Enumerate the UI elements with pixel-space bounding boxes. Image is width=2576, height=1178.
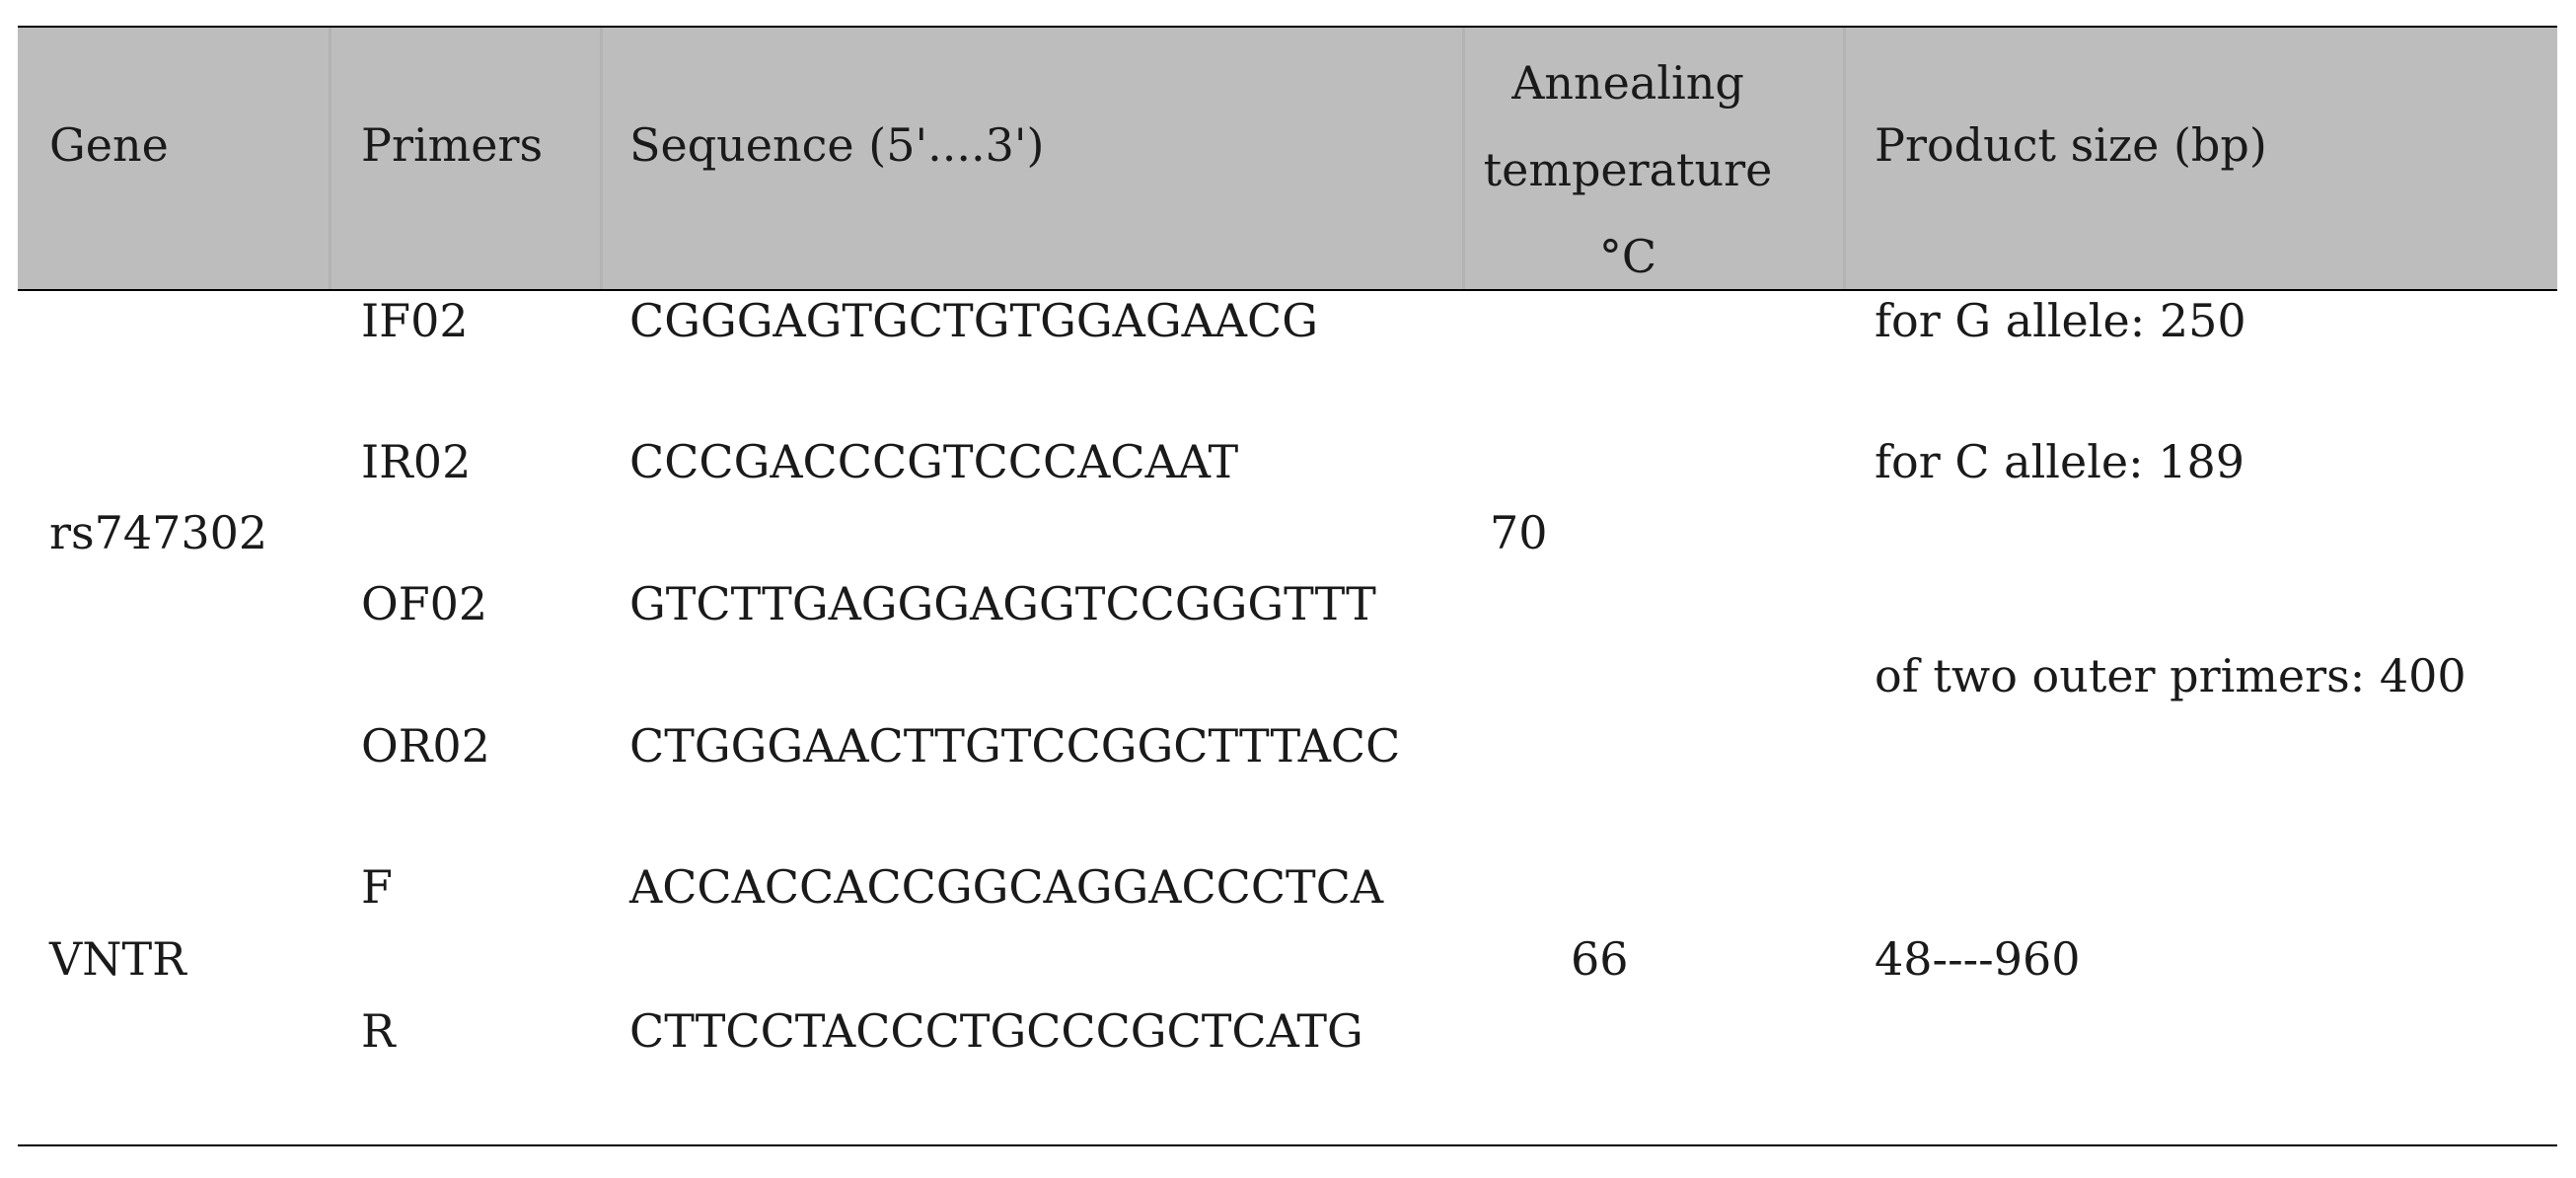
primer-table: Gene Primers Sequence (5'....3') Anneali… xyxy=(18,26,2557,1148)
primer-sequence: CCCGACCCGTCCCACAAT xyxy=(629,435,1239,488)
header-annealing-line: Annealing xyxy=(1511,56,1744,110)
table-header-row xyxy=(18,28,2557,289)
product-size: 48----960 xyxy=(1875,932,2081,986)
header-column-separator xyxy=(600,28,603,289)
gene-name: VNTR xyxy=(49,932,186,986)
primer-sequence: CTGGGAACTTGTCCGGCTTTACC xyxy=(629,719,1401,773)
primer-name: F xyxy=(361,860,393,914)
primer-name: IF02 xyxy=(361,294,469,347)
table-top-rule xyxy=(18,26,2557,28)
header-column-separator xyxy=(1843,28,1846,289)
primer-name: OF02 xyxy=(361,577,488,630)
table-bottom-rule xyxy=(18,1144,2557,1146)
header-sequence: Sequence (5'....3') xyxy=(629,118,1045,172)
header-annealing-line: °C xyxy=(1598,230,1657,283)
annealing-temperature: 66 xyxy=(1571,932,1629,986)
gene-name: rs747302 xyxy=(49,506,268,559)
header-column-separator xyxy=(1462,28,1465,289)
primer-sequence: GTCTTGAGGGAGGTCCGGGTTT xyxy=(629,577,1376,630)
header-gene: Gene xyxy=(49,118,169,172)
product-size: of two outer primers: 400 xyxy=(1875,649,2466,702)
primer-name: IR02 xyxy=(361,435,472,488)
primer-sequence: CGGGAGTGCTGTGGAGAACG xyxy=(629,294,1318,347)
header-product-size: Product size (bp) xyxy=(1875,118,2267,172)
primer-name: R xyxy=(361,1004,396,1058)
product-size: for C allele: 189 xyxy=(1875,435,2245,488)
header-primers: Primers xyxy=(361,118,544,172)
primer-name: OR02 xyxy=(361,719,490,773)
header-annealing: Annealing temperature °C xyxy=(1464,39,1792,300)
primer-sequence: CTTCCTACCCTGCCCGCTCATG xyxy=(629,1004,1363,1058)
header-annealing-line: temperature xyxy=(1483,143,1773,196)
product-size: for G allele: 250 xyxy=(1875,294,2246,347)
annealing-temperature: 70 xyxy=(1490,506,1548,559)
primer-sequence: ACCACCACCGGCAGGACCCTCA xyxy=(629,860,1384,914)
header-column-separator xyxy=(329,28,331,289)
header-bottom-rule xyxy=(18,289,2557,291)
